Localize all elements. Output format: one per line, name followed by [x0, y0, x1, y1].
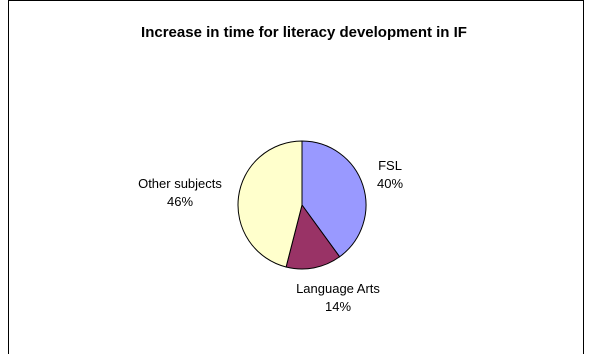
slice-label-language-arts: Language Arts: [296, 281, 380, 296]
pie-slice-fsl: [301, 140, 367, 258]
slice-label-other-subjects: Other subjects: [138, 176, 222, 191]
pie-slice-language-arts: [285, 203, 341, 270]
pie-slice-other-subjects: [237, 140, 303, 268]
chart-title: Increase in time for literacy developmen…: [141, 24, 467, 41]
slice-percent-language-arts: 14%: [325, 299, 351, 314]
pie-labels: FSL 40% Language Arts 14% Other subjects 46%: [138, 158, 403, 314]
slice-label-fsl: FSL: [378, 158, 402, 173]
slice-percent-other-subjects: 46%: [167, 194, 193, 209]
pie-slices: [237, 140, 367, 270]
slice-percent-fsl: 40%: [377, 176, 403, 191]
chart-frame: [8, 0, 584, 354]
